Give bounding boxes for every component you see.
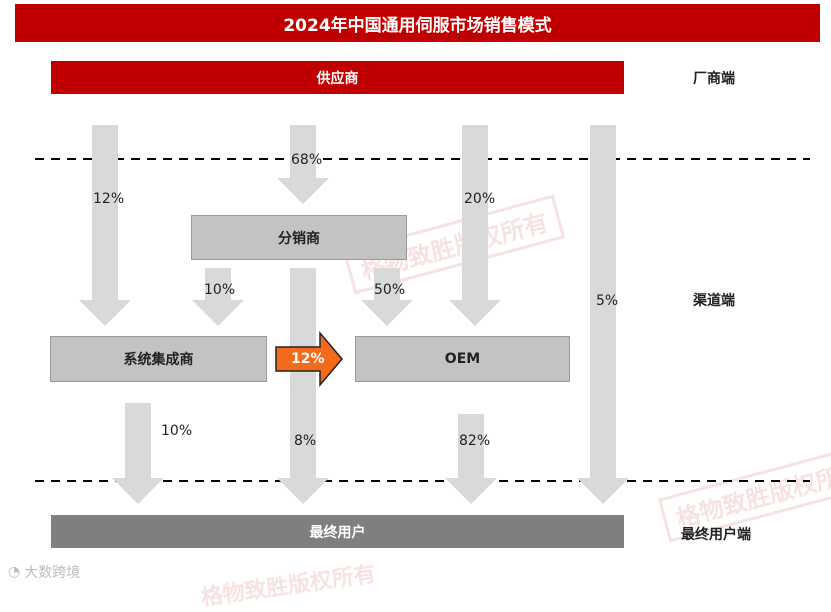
flow-arrow [577,125,629,504]
flow-label: 10% [161,423,193,439]
flow-label: 82% [459,433,491,449]
flow-label: 20% [464,191,496,207]
highlight-arrow [275,330,343,388]
flow-arrow [277,268,329,504]
flow-arrow [361,268,413,326]
flow-label: 5% [596,293,619,309]
flow-label: 10% [204,282,236,298]
highlight-flow-label: 12% [291,351,325,367]
footer-logo-text: 大数跨境 [24,565,81,581]
flow-arrow [445,414,497,504]
flow-label: 12% [93,191,125,207]
manufacturer-label: 厂商端 [693,71,735,87]
flow-diagram [35,125,810,504]
end-user-label: 最终用户端 [681,527,751,543]
flow-arrow [449,125,501,326]
flow-arrow [112,403,164,504]
integrator-box: 系统集成商 [50,336,267,382]
end-user-box: 最终用户 [51,515,624,548]
oem-box: OEM [355,336,570,382]
flow-label: 50% [374,282,406,298]
distributor-box: 分销商 [191,215,407,260]
page-title: 2024年中国通用伺服市场销售模式 [15,4,820,42]
flow-arrow [277,125,329,204]
footer-logo: ◔ 大数跨境 [8,562,80,582]
flow-arrow [79,125,131,326]
channel-label: 渠道端 [693,293,735,309]
logo-icon: ◔ [8,564,21,580]
flow-arrow [192,268,244,326]
flow-label: 8% [294,433,317,449]
flow-label: 68% [291,152,323,168]
supplier-box: 供应商 [51,61,624,94]
